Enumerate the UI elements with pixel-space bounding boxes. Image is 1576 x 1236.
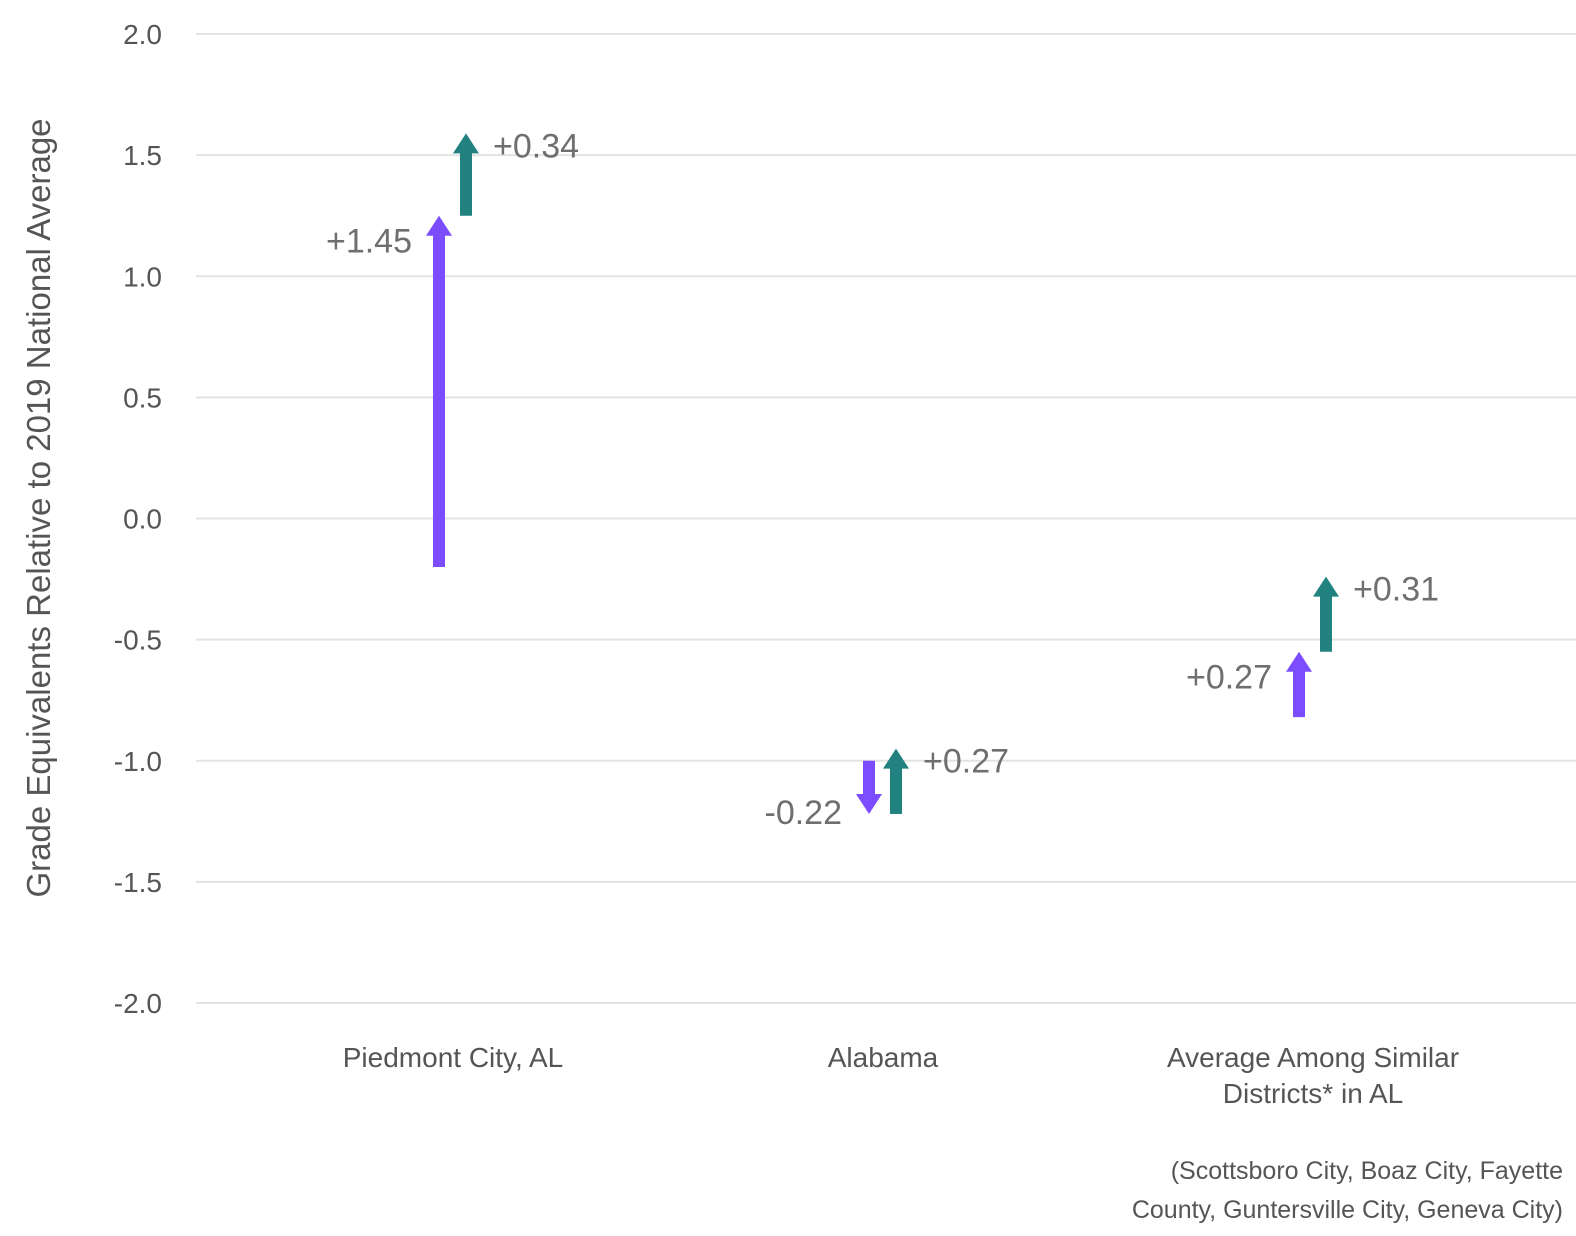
y-tick-label: 0.0: [123, 504, 162, 535]
x-category-label: Piedmont City, AL: [343, 1042, 563, 1073]
y-tick-label: -2.0: [114, 988, 162, 1019]
value-label: -0.22: [765, 794, 843, 832]
x-category-label: Alabama: [828, 1042, 939, 1073]
value-labels: +1.45 -0.22 +0.27 +0.34 +0.27 +0.31: [326, 127, 1439, 832]
y-tick-label: 1.5: [123, 140, 162, 171]
footnote-line: (Scottsboro City, Boaz City, Fayette: [1171, 1157, 1563, 1185]
x-category-label: Average Among Similar: [1167, 1042, 1459, 1073]
footnote: (Scottsboro City, Boaz City, Fayette Coun…: [1132, 1157, 1563, 1224]
arrow-mark: [1313, 576, 1339, 652]
arrow-mark: [1286, 651, 1312, 718]
value-label: +1.45: [326, 223, 412, 261]
y-axis-ticks: 2.0 1.5 1.0 0.5 0.0 -0.5 -1.0 -1.5 -2.0: [114, 19, 162, 1019]
value-label: +0.31: [1353, 571, 1439, 609]
arrow-mark: [453, 133, 479, 216]
y-tick-label: -1.5: [114, 867, 162, 898]
y-tick-label: -1.0: [114, 746, 162, 777]
y-tick-label: -0.5: [114, 625, 162, 656]
arrow-mark: [426, 215, 452, 567]
x-axis-categories: Piedmont City, AL Alabama Average Among Si…: [343, 1042, 1459, 1109]
y-axis-title: Grade Equivalents Relative to 2019 Natio…: [20, 118, 57, 897]
arrow-mark: [883, 748, 909, 815]
value-label: +0.34: [493, 127, 579, 165]
value-label: +0.27: [923, 743, 1009, 781]
arrow-mark: [856, 760, 882, 815]
arrows: [426, 133, 1339, 815]
value-label: +0.27: [1186, 659, 1272, 697]
footnote-line: County, Guntersville City, Geneva City): [1132, 1196, 1563, 1224]
y-tick-label: 1.0: [123, 261, 162, 292]
y-tick-label: 0.5: [123, 382, 162, 413]
gridlines: [196, 33, 1576, 1004]
y-tick-label: 2.0: [123, 19, 162, 50]
x-category-label: Districts* in AL: [1223, 1078, 1404, 1109]
